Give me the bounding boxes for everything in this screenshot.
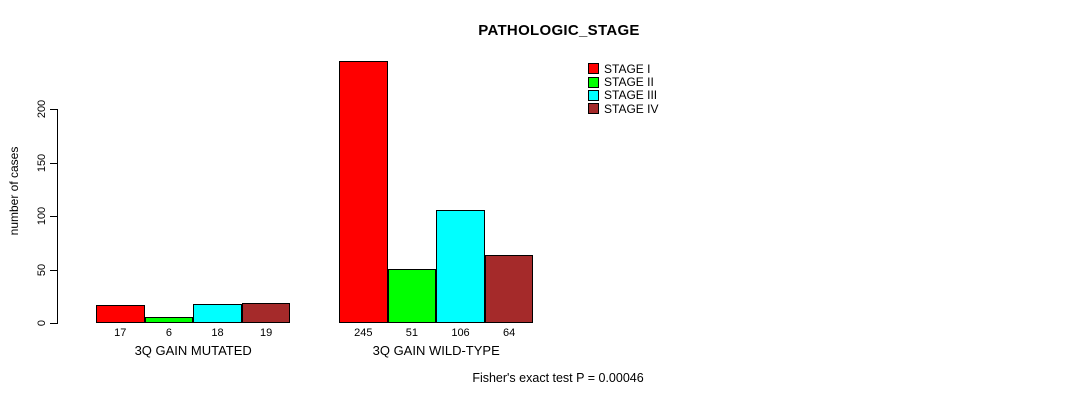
y-tick-mark — [50, 216, 57, 218]
bar — [241, 302, 291, 323]
y-axis-label: number of cases — [7, 146, 21, 236]
bar-value-label: 19 — [259, 327, 273, 339]
y-tick-mark — [50, 162, 57, 164]
bar — [193, 303, 242, 323]
bar-value-label: 106 — [451, 327, 470, 339]
bar — [96, 304, 145, 323]
y-tick-label: 0 — [36, 319, 48, 327]
bar-value-label: 17 — [114, 327, 127, 339]
y-tick-label: 150 — [36, 153, 48, 172]
chart-title: PATHOLOGIC_STAGE — [478, 22, 640, 39]
legend-item: STAGE III — [588, 88, 658, 103]
legend-label: STAGE II — [604, 75, 654, 90]
bar — [387, 268, 437, 323]
y-axis-line — [57, 109, 58, 324]
legend-swatch-icon — [588, 89, 599, 101]
bar-value-label: 64 — [502, 327, 516, 339]
legend-item: STAGE II — [588, 75, 658, 90]
y-tick-label: 200 — [36, 100, 48, 119]
bar — [484, 254, 534, 323]
group-label: 3Q GAIN WILD-TYPE — [372, 343, 500, 358]
y-tick-mark — [50, 323, 57, 324]
legend-swatch-icon — [588, 63, 599, 75]
legend-item: STAGE I — [588, 61, 658, 76]
legend-swatch-icon — [588, 76, 599, 88]
legend-label: STAGE IV — [604, 101, 659, 116]
legend-item: STAGE IV — [588, 101, 659, 116]
legend-label: STAGE III — [604, 88, 658, 103]
legend: STAGE I STAGE II STAGE III STAGE IV — [588, 62, 658, 116]
group-label: 3Q GAIN MUTATED — [134, 343, 252, 358]
y-tick-label: 50 — [36, 263, 48, 276]
bar-value-label: 51 — [405, 327, 419, 339]
y-tick-mark — [50, 109, 57, 111]
footnote: Fisher's exact test P = 0.00046 — [472, 371, 644, 385]
bar-value-label: 245 — [354, 327, 373, 339]
legend-swatch-icon — [588, 103, 599, 115]
legend-label: STAGE I — [604, 61, 651, 76]
y-tick-mark — [50, 269, 57, 271]
bar-value-label: 6 — [165, 327, 172, 339]
bar — [436, 209, 485, 323]
bar-value-label: 18 — [211, 327, 224, 339]
bar — [339, 61, 388, 323]
bar — [144, 316, 194, 323]
y-tick-label: 100 — [36, 207, 48, 226]
